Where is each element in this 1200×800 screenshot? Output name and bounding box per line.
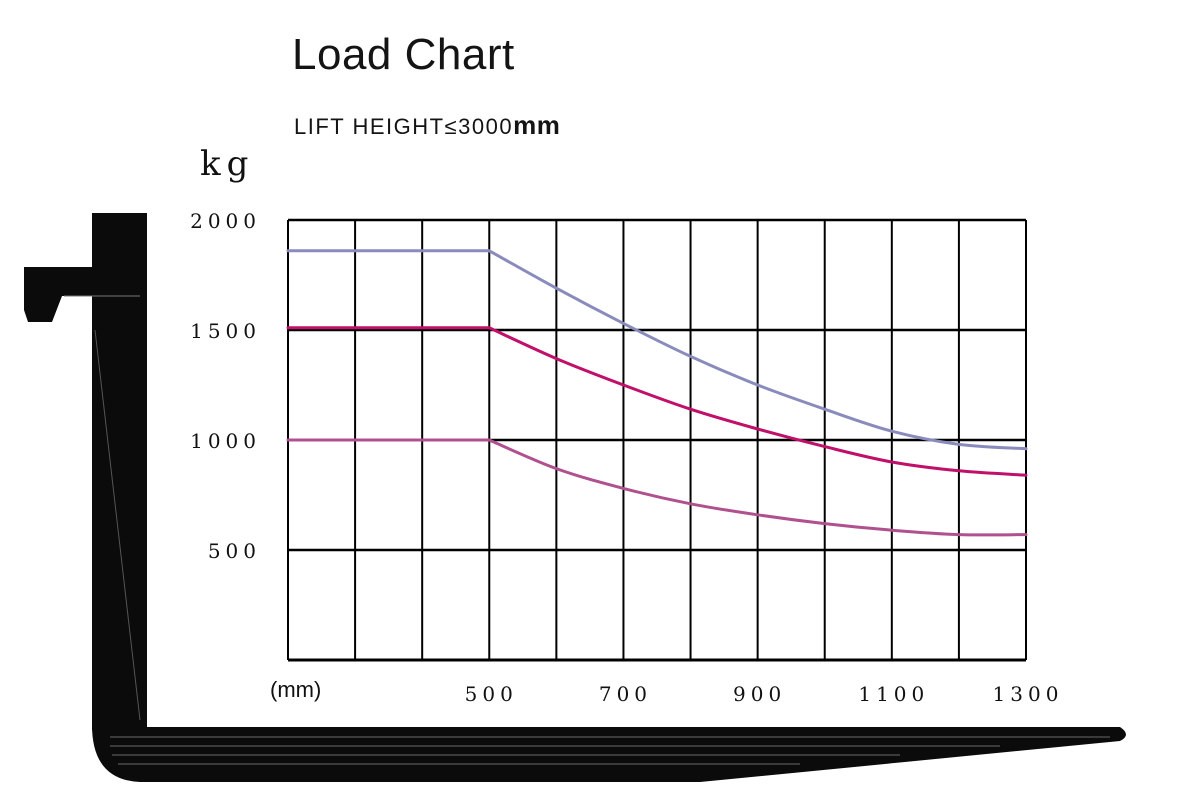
fork-shank-highlight bbox=[94, 329, 141, 721]
fork-shank bbox=[92, 213, 147, 730]
x-tick-label: 900 bbox=[733, 682, 786, 706]
chart-subtitle: LIFT HEIGHT≤3000mm bbox=[294, 110, 560, 141]
chart-title: Load Chart bbox=[292, 30, 515, 79]
fork-hook bbox=[24, 267, 147, 322]
y-tick-label: 500 bbox=[208, 539, 261, 563]
fork-heel bbox=[92, 725, 1126, 782]
x-tick-label: 500 bbox=[465, 682, 518, 706]
subtitle-unit: mm bbox=[513, 110, 561, 140]
y-tick-label: 1000 bbox=[190, 429, 261, 453]
x-tick-label: 700 bbox=[599, 682, 652, 706]
x-axis-unit-label: (mm) bbox=[270, 677, 321, 702]
tick-labels: 500 1000 1500 2000 500 700 900 1100 1300 bbox=[190, 209, 1064, 706]
series-line-upper bbox=[286, 249, 1028, 451]
forklift-fork-illustration bbox=[24, 213, 1126, 782]
x-tick-label: 1300 bbox=[993, 682, 1064, 706]
series-group bbox=[286, 249, 1028, 537]
y-axis-label: kg bbox=[200, 144, 254, 184]
subtitle-text: LIFT HEIGHT≤3000 bbox=[294, 114, 514, 139]
x-tick-label: 1100 bbox=[858, 682, 929, 706]
y-tick-label: 1500 bbox=[190, 319, 261, 343]
y-tick-label: 2000 bbox=[190, 209, 261, 233]
series-line-middle bbox=[286, 326, 1028, 477]
series-line-lower bbox=[286, 438, 1028, 537]
